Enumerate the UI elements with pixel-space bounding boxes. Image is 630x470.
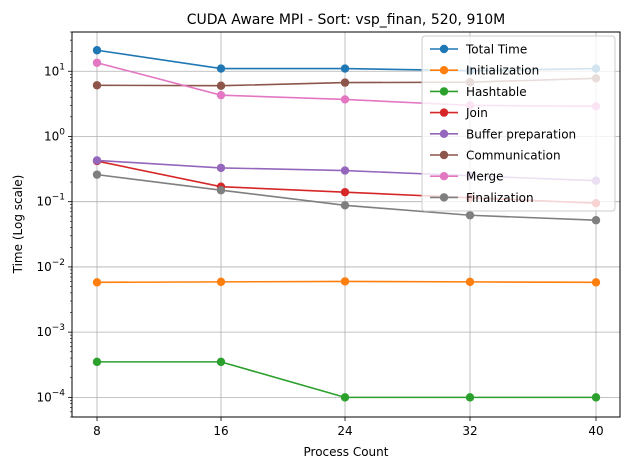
data-point: [591, 393, 601, 402]
data-point: [216, 81, 226, 90]
data-point: [92, 278, 102, 287]
x-tick-label: 32: [462, 424, 477, 438]
x-tick-label: 40: [588, 424, 603, 438]
y-tick-label: 10−4: [36, 388, 65, 404]
legend-marker: [439, 108, 449, 117]
data-point: [92, 58, 102, 67]
data-point: [340, 95, 350, 104]
data-point: [591, 216, 601, 225]
legend-label: Total Time: [465, 43, 527, 57]
axis-ticks: 8 16 24 32 40 10−4 10−3 10−2 10−1 100 101: [36, 31, 604, 438]
data-point: [92, 170, 102, 179]
legend-label: Initialization: [466, 64, 539, 78]
legend-marker: [439, 150, 449, 160]
x-tick-label: 16: [213, 424, 228, 438]
y-tick-label: 100: [44, 127, 65, 143]
legend-label: Communication: [466, 149, 561, 163]
data-point: [465, 277, 475, 287]
legend-marker: [439, 193, 449, 202]
data-point: [216, 186, 226, 195]
y-tick-label: 101: [44, 62, 65, 78]
data-point: [340, 393, 350, 402]
data-point: [340, 187, 350, 197]
chart-title: CUDA Aware MPI - Sort: vsp_finan, 520, 9…: [187, 12, 506, 28]
x-tick-label: 24: [337, 424, 352, 438]
data-point: [216, 163, 226, 173]
legend-label: Finalization: [466, 191, 534, 205]
data-point: [92, 81, 102, 90]
data-point: [216, 90, 226, 100]
data-point: [591, 278, 601, 287]
x-tick-label: 8: [93, 424, 101, 438]
data-point: [340, 166, 350, 175]
data-point: [92, 357, 102, 367]
y-tick-label: 10−2: [36, 258, 65, 274]
legend-marker: [439, 87, 449, 96]
data-point: [340, 64, 350, 73]
legend-label: Buffer preparation: [466, 127, 576, 141]
plot-frame: [71, 31, 621, 418]
legend-marker: [439, 66, 449, 75]
data-point: [216, 64, 226, 73]
legend-box: [421, 35, 616, 212]
data-point: [465, 211, 475, 220]
data-point: [92, 156, 102, 165]
data-point: [340, 78, 350, 87]
x-axis-label: Process Count: [304, 445, 389, 459]
legend-marker: [439, 44, 449, 54]
data-point: [92, 46, 102, 55]
y-tick-label: 10−3: [36, 323, 65, 339]
legend: Total Time Initialization Hashtable Join Buf…: [421, 35, 616, 212]
data-point: [465, 393, 475, 402]
y-tick-label: 10−1: [36, 193, 65, 209]
legend-label: Merge: [466, 170, 503, 184]
data-point: [340, 201, 350, 210]
legend-label: Join: [465, 106, 488, 120]
y-axis-label: Time (Log scale): [11, 175, 25, 275]
data-point: [216, 277, 226, 287]
data-point: [340, 277, 350, 286]
legend-label: Hashtable: [466, 85, 527, 99]
data-point: [216, 357, 226, 367]
legend-marker: [439, 172, 449, 181]
legend-marker: [439, 129, 449, 138]
